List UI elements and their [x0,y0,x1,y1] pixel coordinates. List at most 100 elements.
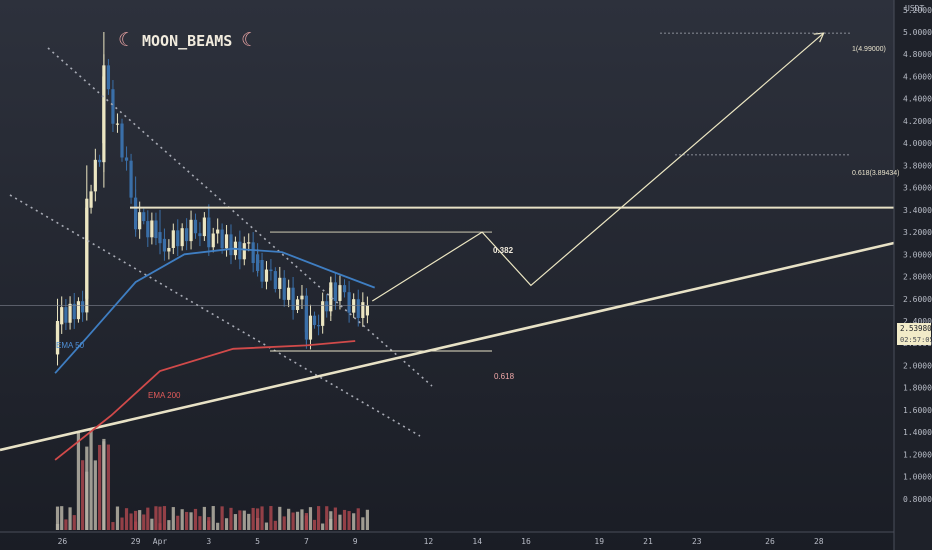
candle-body [333,282,337,301]
candle-body [365,305,369,316]
ema200-line [54,340,356,461]
current-price-value: 2.53980 [900,324,932,333]
price-tick-label: 4.60000 [903,72,932,81]
volume-bar [287,508,291,530]
volume-bar [282,516,286,530]
volume-bar [224,518,229,530]
candle-body [207,220,211,238]
watermark-text: MOON_BEAMS [142,32,232,50]
candle-body [124,157,129,161]
candle-body [308,315,313,340]
volume-bar [81,460,85,530]
volume-bar [146,507,150,530]
time-tick-label: 3 [206,537,211,546]
candle-body [356,299,360,318]
volume-bar [185,511,189,530]
time-tick-label: Apr [153,537,168,546]
candle-body [81,301,85,313]
volume-bar [308,507,313,530]
time-tick-label: 26 [58,537,68,546]
price-tick-label: 2.40000 [903,317,932,326]
candle-body [224,234,229,249]
volume-bar [162,506,167,530]
volume-bar [291,512,295,530]
volume-bar [260,506,264,530]
volume-bar [347,511,351,530]
candle-body [304,309,308,333]
price-tick-label: 4.80000 [903,50,932,59]
volume-bar [193,508,198,530]
volume-bar [111,522,115,530]
candle-body [89,191,93,208]
price-tick-label: 2.80000 [903,273,932,282]
projection-path [371,32,825,302]
candles [55,32,369,366]
crescent-moon-icon: ☾ [241,29,258,51]
candle-body [162,238,167,252]
price-tick-label: 3.20000 [903,228,932,237]
candle-body [55,320,60,355]
target-1-label: 1(4.99000) [852,46,886,53]
candle-body [278,277,282,289]
volume-bar [304,513,308,530]
volume-bar [207,517,211,530]
candle-body [352,299,356,313]
time-axis[interactable]: 26 29 Apr 3 5 7 9 12 14 16 19 21 23 26 28 [58,537,824,546]
volume-bar [251,507,255,530]
volume-bar [93,460,97,530]
time-tick-label: 26 [765,537,775,546]
candle-countdown: 02:57:05 [900,336,932,344]
candle-body [329,287,333,299]
candle-body [146,221,150,238]
price-tick-label: 3.80000 [903,161,932,170]
target-618-label: 0.618(3.89434) [852,170,899,177]
volume-bar [329,511,333,530]
volume-bar [134,510,138,530]
candle-body [312,315,317,326]
price-tick-label: 1.40000 [903,428,932,437]
candle-body [167,247,171,252]
volume-bar [138,510,142,530]
time-tick-label: 12 [424,537,434,546]
volume-bar [158,506,162,530]
candle-body [202,217,206,237]
candle-body [102,76,106,144]
volume-bar [278,506,282,530]
candle-body [220,229,224,249]
candle-body [129,160,133,198]
fib-618-label: 0.618 [494,372,515,381]
volume-bar [142,514,146,530]
candle-body [72,303,76,320]
crescent-moon-icon: ☾ [118,29,135,51]
volume-bar [233,514,238,530]
volume-bar [300,509,304,530]
volume-bar [317,506,321,530]
volume-bar [76,431,81,530]
fib-382-label: 0.382 [493,246,514,255]
time-tick-label: 19 [594,537,604,546]
volume-bar [102,438,106,530]
time-tick-label: 23 [692,537,702,546]
candle-body [338,285,342,301]
candle-body [106,65,111,90]
volume-bar [365,509,369,530]
candle-body [171,230,175,248]
candle-body [64,307,68,323]
volume-bar [352,513,356,530]
candle-body [229,234,233,256]
ema50-line [54,247,376,374]
volume-bar [264,522,269,530]
volume-bar [356,508,360,530]
time-tick-label: 29 [131,537,141,546]
candle-body [154,220,158,239]
volume-bar [242,510,246,530]
volume-bar [85,471,89,530]
price-tick-label: 1.20000 [903,450,932,459]
candle-body [287,287,291,300]
